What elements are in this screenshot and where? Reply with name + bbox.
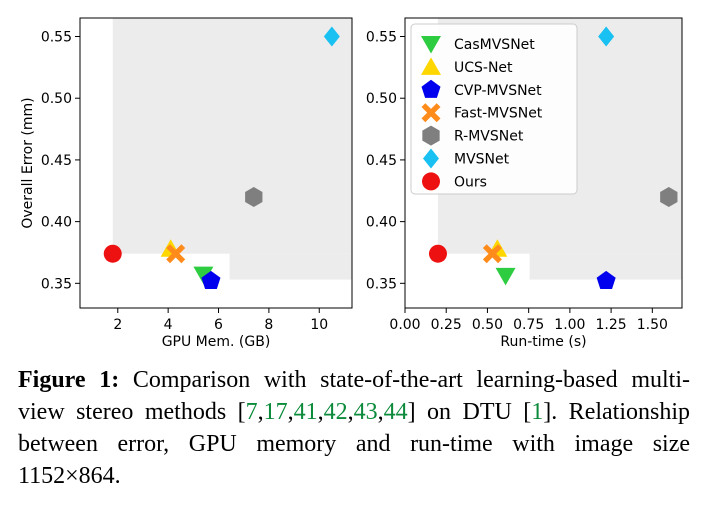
y-tick-label: 0.40 xyxy=(366,215,397,231)
citation-dtu[interactable]: 1 xyxy=(531,399,544,425)
citation-41[interactable]: 41 xyxy=(293,399,318,425)
legend-marker-r-mvsnet xyxy=(422,125,440,146)
x-tick-label: 10 xyxy=(310,317,328,333)
point-fast-mvsnet xyxy=(166,244,186,264)
point-mvsnet xyxy=(598,26,615,47)
legend-label: MVSNet xyxy=(454,152,510,168)
y-tick-label: 0.55 xyxy=(366,30,397,46)
x-tick-label: 4 xyxy=(164,317,173,333)
citation-44[interactable]: 44 xyxy=(383,399,408,425)
dominated-region xyxy=(112,18,352,254)
y-tick-label: 0.50 xyxy=(41,91,72,107)
point-cvp-mvsnet xyxy=(201,270,221,289)
x-axis-label: GPU Mem. (GB) xyxy=(162,334,271,350)
citation-separator: , xyxy=(377,399,384,425)
x-tick-label: 0.00 xyxy=(389,317,420,333)
point-casmvsnet xyxy=(193,266,214,285)
x-tick-label: 1.50 xyxy=(637,317,668,333)
citation-separator: , xyxy=(257,399,264,425)
legend-label: CVP-MVSNet xyxy=(454,83,542,99)
legend-label: R-MVSNet xyxy=(454,129,524,145)
caption-text-middle: ] on DTU [ xyxy=(407,399,532,425)
y-tick-label: 0.40 xyxy=(41,215,72,231)
x-tick-label: 0.25 xyxy=(431,317,462,333)
y-tick-label: 0.35 xyxy=(41,276,72,292)
legend-marker-mvsnet xyxy=(423,148,439,169)
legend-label: CasMVSNet xyxy=(454,37,535,53)
citation-separator: , xyxy=(287,399,294,425)
legend-label: Ours xyxy=(454,174,487,190)
legend-marker-ucs-net xyxy=(421,57,441,75)
legend-label: Fast-MVSNet xyxy=(454,106,543,122)
plot-frame xyxy=(404,17,683,309)
legend-box xyxy=(410,23,578,195)
x-tick-label: 8 xyxy=(264,317,273,333)
point-ours xyxy=(103,244,122,263)
x-tick-label: 1.00 xyxy=(554,317,585,333)
point-r-mvsnet xyxy=(660,186,678,207)
plot-frame xyxy=(79,17,353,309)
caption-text-before: Comparison with state-of-the-art learnin… xyxy=(18,367,690,425)
citation-17[interactable]: 17 xyxy=(263,399,288,425)
point-cvp-mvsnet xyxy=(596,270,616,289)
x-tick-label: 2 xyxy=(113,317,122,333)
citation-42[interactable]: 42 xyxy=(323,399,348,425)
point-ours xyxy=(428,244,447,263)
y-tick-label: 0.55 xyxy=(41,30,72,46)
legend-marker-cvp-mvsnet xyxy=(421,79,441,98)
x-tick-label: 0.50 xyxy=(472,317,503,333)
citation-43[interactable]: 43 xyxy=(353,399,378,425)
charts: 0.35 0.40 0.45 0.50 0.55 2 4 6 8 10 GPU Mem. (GB) O… xyxy=(20,17,683,350)
x-tick-label: 6 xyxy=(214,317,223,333)
y-axis-label: Overall Error (mm) xyxy=(20,97,36,228)
chart-panel-1: 0.35 0.40 0.45 0.50 0.55 2 4 6 8 10 GPU Mem. (GB) O… xyxy=(20,17,353,350)
point-casmvsnet xyxy=(495,267,516,286)
citation-list: 7,17,41,42,43,44 xyxy=(246,399,408,425)
x-axis-label: Run-time (s) xyxy=(500,334,586,350)
legend-marker-ours xyxy=(422,172,440,191)
legend-marker-fast-mvsnet xyxy=(421,103,441,123)
x-tick-label: 0.75 xyxy=(513,317,544,333)
legend: CasMVSNet UCS-Net CVP-MVSNet Fast-MVSNet R-M… xyxy=(410,23,578,195)
citation-7[interactable]: 7 xyxy=(245,399,258,425)
y-tick-label: 0.45 xyxy=(366,153,397,169)
y-tick-label: 0.50 xyxy=(366,91,397,107)
legend-marker-casmvsnet xyxy=(421,36,441,54)
dominated-region-lower xyxy=(229,253,352,280)
caption-text-after: ]. Relationship between error, GPU memor… xyxy=(18,399,691,489)
point-r-mvsnet xyxy=(245,186,263,207)
x-tick-label: 1.25 xyxy=(596,317,627,333)
point-mvsnet xyxy=(323,26,340,47)
chart-panel-2: 0.35 0.40 0.45 0.50 0.55 0.00 0.25 0.50 0.75 1.00… xyxy=(366,17,683,350)
figure-caption: Figure 1: Comparison with state-of-the-a… xyxy=(18,364,690,492)
y-tick-label: 0.45 xyxy=(41,153,72,169)
y-tick-label: 0.35 xyxy=(366,276,397,292)
point-fast-mvsnet xyxy=(482,244,502,264)
citation-separator: , xyxy=(317,399,324,425)
legend-label: UCS-Net xyxy=(454,60,513,76)
citation-separator: , xyxy=(347,399,354,425)
caption-label: Figure 1: xyxy=(18,367,120,393)
